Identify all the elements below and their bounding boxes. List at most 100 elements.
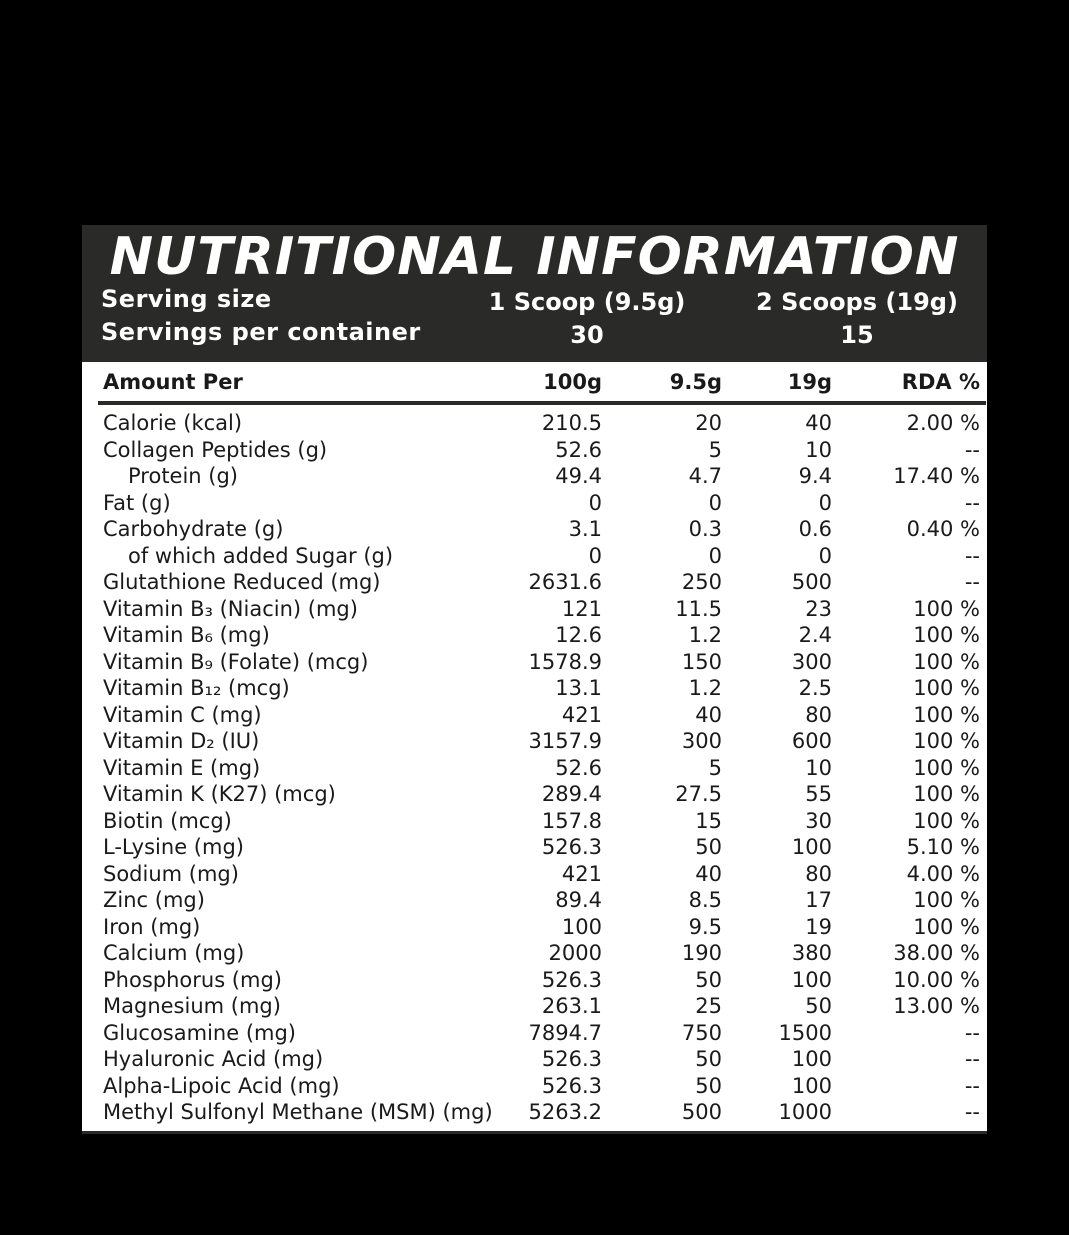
value-100g: 52.6 (555, 755, 602, 780)
header-divider (98, 401, 986, 405)
nutrient-name: Glucosamine (mg) (103, 1020, 296, 1045)
value-9-5g: 300 (681, 729, 722, 753)
nutrient-name: Sodium (mg) (103, 861, 239, 886)
value-19g: 1500 (778, 1020, 832, 1045)
nutrient-name: Carbohydrate (g) (103, 517, 284, 541)
column-header-9-5g: 9.5g (669, 370, 722, 394)
table-row: L-Lysine (mg) 526.3 50 100 5.10 % (82, 834, 987, 861)
table-row: of which added Sugar (g) 0 0 0 -- (82, 543, 987, 570)
value-rda: 100 % (913, 623, 980, 647)
value-rda: 100 % (913, 649, 980, 674)
panel-header: NUTRITIONAL INFORMATION Serving size 1 S… (82, 225, 987, 362)
table-row: Calcium (mg) 2000 190 380 38.00 % (82, 940, 987, 967)
servings-per-container-1: 30 (570, 321, 604, 349)
value-9-5g: 0 (708, 490, 722, 515)
value-rda: -- (964, 490, 980, 515)
value-100g: 12.6 (555, 623, 602, 647)
nutrient-name: Fat (g) (103, 490, 171, 515)
value-19g: 40 (805, 411, 832, 435)
nutrient-name: Vitamin C (mg) (103, 702, 262, 727)
value-100g: 210.5 (541, 411, 602, 435)
value-19g: 100 (791, 835, 832, 859)
value-100g: 526.3 (541, 835, 602, 859)
servings-per-container-label: Servings per container (101, 318, 421, 346)
value-9-5g: 0.3 (688, 517, 722, 541)
value-rda: -- (964, 1047, 980, 1071)
value-100g: 0 (588, 490, 602, 515)
value-19g: 80 (805, 702, 832, 727)
value-100g: 526.3 (541, 967, 602, 992)
value-rda: 100 % (913, 914, 980, 939)
table-row: Phosphorus (mg) 526.3 50 100 10.00 % (82, 967, 987, 994)
table-row: Sodium (mg) 421 40 80 4.00 % (82, 861, 987, 888)
value-9-5g: 40 (695, 702, 722, 727)
value-9-5g: 250 (681, 570, 722, 594)
value-9-5g: 15 (695, 808, 722, 833)
nutrient-name: of which added Sugar (g) (128, 543, 394, 568)
table-row: Biotin (mcg) 157.8 15 30 100 % (82, 808, 987, 835)
value-19g: 1000 (778, 1100, 832, 1124)
nutrient-name: Protein (g) (128, 464, 239, 488)
value-9-5g: 27.5 (675, 782, 722, 806)
value-19g: 2.4 (798, 623, 832, 647)
value-rda: -- (964, 543, 980, 568)
column-header-19g: 19g (787, 370, 832, 394)
value-rda: -- (964, 437, 980, 462)
nutrient-name: Vitamin B₉ (Folate) (mcg) (103, 649, 369, 674)
value-9-5g: 150 (681, 649, 722, 674)
nutrient-name: Methyl Sulfonyl Methane (MSM) (mg) (103, 1100, 493, 1124)
table-row: Hyaluronic Acid (mg) 526.3 50 100 -- (82, 1046, 987, 1073)
value-19g: 0.6 (798, 517, 832, 541)
value-100g: 526.3 (541, 1047, 602, 1071)
nutrient-name: Magnesium (mg) (103, 994, 281, 1018)
nutrient-name: Vitamin K (K27) (mcg) (103, 782, 336, 806)
bottom-border (82, 1131, 987, 1134)
table-row: Methyl Sulfonyl Methane (MSM) (mg) 5263.2… (82, 1099, 987, 1126)
value-rda: 100 % (913, 729, 980, 753)
value-19g: 300 (791, 649, 832, 674)
value-9-5g: 4.7 (688, 464, 722, 488)
value-100g: 2000 (548, 941, 602, 965)
nutrient-name: Calcium (mg) (103, 941, 245, 965)
value-rda: -- (964, 570, 980, 594)
serving-size-1: 1 Scoop (9.5g) (488, 288, 686, 316)
value-9-5g: 20 (695, 411, 722, 435)
value-rda: 100 % (913, 596, 980, 621)
value-100g: 2631.6 (528, 570, 602, 594)
table-row: Zinc (mg) 89.4 8.5 17 100 % (82, 887, 987, 914)
value-rda: 10.00 % (893, 967, 980, 992)
value-19g: 500 (791, 570, 832, 594)
value-9-5g: 1.2 (688, 676, 722, 700)
value-9-5g: 1.2 (688, 623, 722, 647)
table-row: Carbohydrate (g) 3.1 0.3 0.6 0.40 % (82, 516, 987, 543)
value-9-5g: 40 (695, 861, 722, 886)
value-100g: 1578.9 (528, 649, 602, 674)
value-19g: 0 (818, 543, 832, 568)
value-19g: 380 (791, 941, 832, 965)
value-rda: 100 % (913, 888, 980, 912)
value-100g: 49.4 (555, 464, 602, 488)
nutrient-name: Vitamin B₁₂ (mcg) (103, 676, 290, 700)
value-rda: 5.10 % (906, 835, 980, 859)
value-100g: 421 (561, 861, 602, 886)
nutrient-name: Phosphorus (mg) (103, 967, 282, 992)
value-rda: 0.40 % (906, 517, 980, 541)
value-100g: 157.8 (541, 808, 602, 833)
table-row: Vitamin K (K27) (mcg) 289.4 27.5 55 100 % (82, 781, 987, 808)
nutrient-table: Calorie (kcal) 210.5 20 40 2.00 % Collagen Pe… (82, 410, 987, 1126)
table-row: Iron (mg) 100 9.5 19 100 % (82, 914, 987, 941)
value-100g: 52.6 (555, 437, 602, 462)
value-100g: 263.1 (541, 994, 602, 1018)
table-row: Vitamin C (mg) 421 40 80 100 % (82, 702, 987, 729)
table-row: Alpha-Lipoic Acid (mg) 526.3 50 100 -- (82, 1073, 987, 1100)
value-19g: 80 (805, 861, 832, 886)
value-100g: 121 (561, 596, 602, 621)
panel-title: NUTRITIONAL INFORMATION (109, 227, 960, 287)
value-9-5g: 25 (695, 994, 722, 1018)
table-row: Fat (g) 0 0 0 -- (82, 490, 987, 517)
value-rda: 100 % (913, 782, 980, 806)
value-19g: 23 (805, 596, 832, 621)
value-9-5g: 500 (681, 1100, 722, 1124)
value-100g: 89.4 (555, 888, 602, 912)
nutrient-name: Vitamin B₃ (Niacin) (mg) (103, 596, 358, 621)
